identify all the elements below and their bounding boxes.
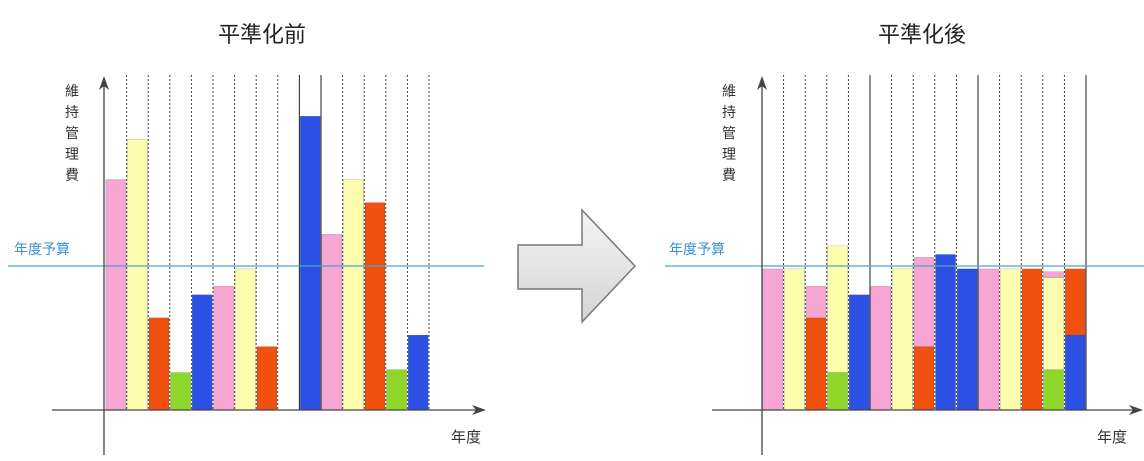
bar-segment-orange	[148, 317, 170, 411]
bar-segment-pink	[321, 234, 343, 411]
bar-segment-pink	[913, 257, 935, 347]
bar-segment-orange	[256, 346, 278, 411]
bar-segment-blue	[935, 254, 956, 411]
chart-after-leveling: 平準化後 年度予算 維持管理費 年度	[665, 23, 1144, 455]
bar-segment-orange	[913, 346, 935, 411]
right-arrow-icon	[517, 208, 637, 324]
budget-label: 年度予算	[669, 242, 725, 258]
bar-segment-orange	[364, 202, 386, 411]
bar-segment-green	[386, 369, 407, 411]
bar-segment-pink	[762, 268, 784, 411]
year-divider-lines	[126, 75, 430, 410]
bar-segment-pink	[213, 285, 235, 411]
bar-segment-blue	[1064, 334, 1086, 411]
bar-segment-pink	[805, 285, 827, 319]
bar-segment-yellow	[343, 179, 364, 411]
bar-segment-yellow	[892, 268, 913, 411]
x-axis-label: 年度	[451, 428, 481, 446]
bar-segment-green	[827, 372, 848, 411]
bar-segment-blue	[191, 294, 213, 411]
bar-segment-pink	[105, 179, 127, 411]
bar-segment-orange	[805, 317, 827, 411]
bar-segment-yellow	[1043, 277, 1064, 370]
bar-segment-green	[1043, 369, 1064, 411]
x-axis-label: 年度	[1097, 428, 1127, 446]
x-axis-arrowhead	[472, 405, 486, 415]
x-axis-arrowhead	[1129, 405, 1143, 415]
bar-segment-pink	[1043, 271, 1064, 278]
year-divider-lines	[783, 75, 1087, 410]
bar-segment-yellow	[827, 245, 848, 373]
chart-title: 平準化後	[878, 23, 966, 48]
bars-before	[105, 115, 429, 411]
chart-title: 平準化前	[218, 23, 306, 48]
bars-after	[762, 245, 1086, 411]
bar-segment-yellow	[127, 139, 148, 411]
y-axis-arrowhead	[99, 76, 109, 90]
bar-segment-orange	[1064, 268, 1086, 336]
bar-segment-yellow	[784, 268, 805, 411]
bar-segment-blue	[956, 268, 978, 411]
y-axis-label: 維持管理費	[65, 84, 79, 184]
chart-before-leveling: 平準化前 年度予算 維持管理費 年度	[8, 23, 486, 455]
bar-segment-orange	[1021, 268, 1043, 411]
bar-segment-blue	[299, 115, 321, 411]
y-axis-arrowhead	[757, 76, 767, 90]
y-axis-label: 維持管理費	[722, 84, 736, 184]
bar-segment-blue	[407, 334, 429, 411]
bar-segment-green	[170, 372, 191, 411]
bar-segment-pink	[870, 285, 892, 411]
budget-label: 年度予算	[14, 242, 70, 258]
bar-segment-pink	[978, 268, 1000, 411]
bar-segment-yellow	[1000, 268, 1021, 411]
bar-segment-yellow	[235, 268, 256, 411]
bar-segment-blue	[848, 294, 870, 411]
